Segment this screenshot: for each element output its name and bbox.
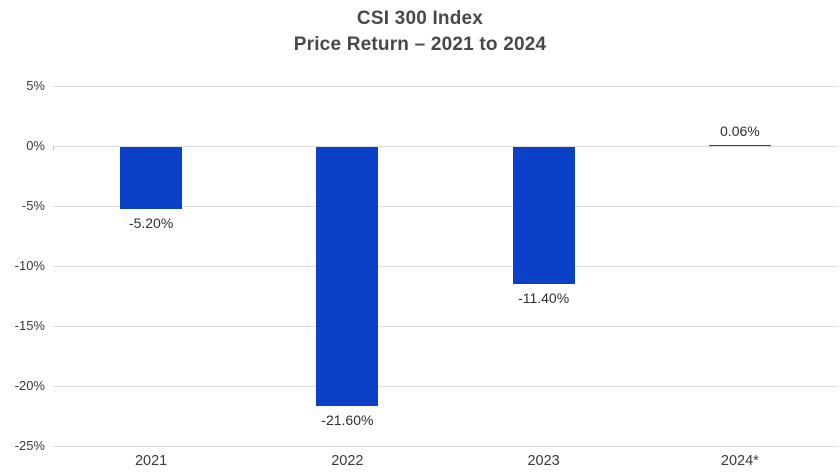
x-axis-tick-label: 2021	[134, 453, 168, 469]
x-axis-tick-label: 2022	[331, 453, 364, 469]
gridline--20%	[53, 386, 838, 387]
y-axis-tick-label: -15%	[14, 318, 45, 333]
y-axis-tick-label: -5%	[21, 198, 45, 213]
gridline--10%	[53, 266, 838, 267]
bar-value-label: -5.20%	[128, 215, 174, 232]
chart-title-line1: CSI 300 Index	[356, 8, 484, 29]
y-axis-tick-label: 5%	[26, 78, 45, 93]
bar-value-label: 0.06%	[720, 123, 760, 140]
bar-2024*	[708, 145, 771, 147]
plot-area	[53, 86, 838, 447]
bar-value-label: -11.40%	[518, 289, 570, 306]
zero-axis-tick	[53, 146, 54, 151]
bar-2022	[316, 147, 379, 407]
gridline-5%	[53, 86, 838, 87]
y-axis-tick-label: -20%	[14, 378, 45, 393]
bar-2023	[512, 147, 575, 284]
chart-title: CSI 300 Index Price Return – 2021 to 202…	[0, 6, 840, 58]
gridline--15%	[53, 326, 838, 327]
gridline--5%	[53, 206, 838, 207]
y-axis-tick-label: -25%	[14, 438, 45, 453]
bar-value-label: -21.60%	[321, 412, 374, 429]
chart-title-line2: Price Return – 2021 to 2024	[293, 34, 547, 55]
y-axis-tick-label: 0%	[26, 138, 45, 153]
x-axis-tick-label: 2024*	[720, 453, 759, 469]
x-axis-tick-label: 2023	[527, 453, 560, 469]
gridline--25%	[53, 446, 838, 447]
bar-2021	[120, 147, 183, 210]
gridline-0%	[53, 146, 838, 147]
y-axis-tick-label: -10%	[14, 258, 45, 273]
